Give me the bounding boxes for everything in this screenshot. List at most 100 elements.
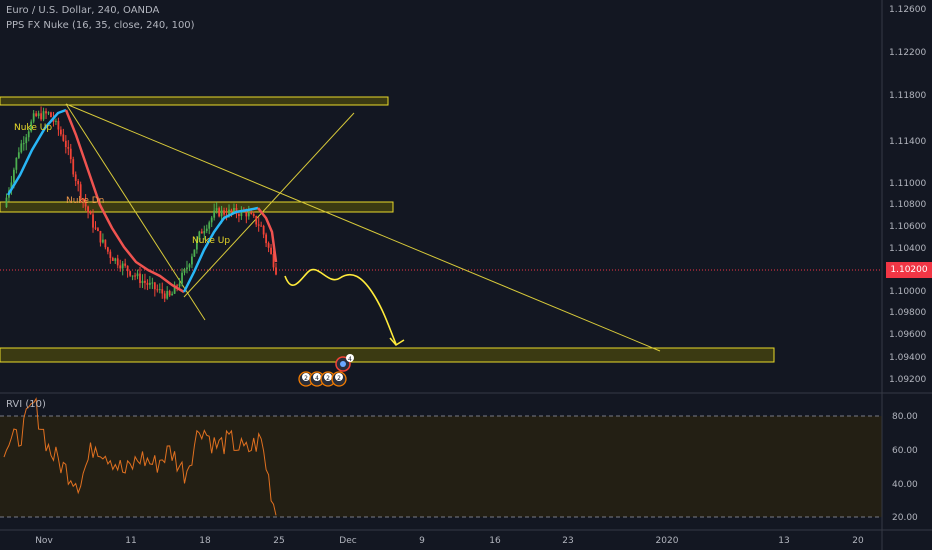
price-tick-label: 1.11000 xyxy=(889,179,926,189)
time-tick-label: 23 xyxy=(562,536,573,546)
time-tick-label: 13 xyxy=(778,536,789,546)
indicator-title[interactable]: PPS FX Nuke (16, 35, close, 240, 100) xyxy=(6,20,195,31)
trendlines[interactable] xyxy=(65,103,661,352)
price-tick-label: 1.11400 xyxy=(889,137,926,147)
price-axis[interactable]: 1.12600 1.12200 1.11800 1.11400 1.11000 1.108… xyxy=(889,5,926,385)
candle-body xyxy=(250,212,253,214)
candle-body xyxy=(92,214,94,228)
candle-body xyxy=(20,143,23,153)
nuke-up-label-2: Nuke Up xyxy=(192,236,230,246)
symbol-title[interactable]: Euro / U.S. Dollar, 240, OANDA xyxy=(6,5,160,16)
candle-body xyxy=(191,256,193,265)
rvi-line xyxy=(3,397,277,516)
event-badge-bubble xyxy=(335,373,343,381)
candle-body xyxy=(116,258,119,266)
candle-body xyxy=(275,267,277,275)
candle-body xyxy=(99,230,102,243)
candle-body xyxy=(131,275,134,277)
zone-middle[interactable] xyxy=(0,201,394,213)
price-tick-label: 1.12600 xyxy=(889,5,926,15)
candle-body xyxy=(119,265,122,269)
time-tick-label: 16 xyxy=(489,536,501,546)
candle-body xyxy=(109,251,112,258)
candle-body xyxy=(252,213,255,217)
projection-path xyxy=(284,268,397,345)
candle-body xyxy=(22,143,25,145)
candle-body xyxy=(94,227,97,229)
price-tick-label: 1.10400 xyxy=(889,244,926,254)
event-badge-count: 2 xyxy=(337,375,341,382)
candle-body xyxy=(210,217,213,223)
candle-body xyxy=(186,267,188,270)
candle-body xyxy=(64,140,67,148)
time-tick-label: Nov xyxy=(35,536,53,546)
rvi-tick-label: 40.00 xyxy=(892,480,918,490)
trendline-long-down[interactable] xyxy=(65,103,661,352)
candle-body xyxy=(136,273,139,277)
price-tick-label: 1.09800 xyxy=(889,308,926,318)
candle-body xyxy=(158,289,161,291)
candle-body xyxy=(114,258,117,261)
candle-body xyxy=(50,112,52,118)
candle-body xyxy=(40,113,42,120)
candle-body xyxy=(97,228,99,231)
projection-arrowhead xyxy=(389,337,405,347)
candle-body xyxy=(111,257,114,261)
candle-body xyxy=(139,273,141,283)
event-badge-bubble xyxy=(302,373,310,381)
candle-body xyxy=(77,180,80,185)
nuke-up-line-2 xyxy=(182,206,259,293)
zone-top[interactable] xyxy=(0,96,389,106)
candle-body xyxy=(82,198,85,201)
time-tick-label: 11 xyxy=(125,536,136,546)
candle-body xyxy=(267,243,270,248)
candle-body xyxy=(134,275,136,277)
current-price-tag: 1.10200 xyxy=(886,262,932,278)
candle-body xyxy=(156,289,159,291)
candle-body xyxy=(183,269,186,273)
candle-body xyxy=(45,111,47,114)
time-axis[interactable]: Nov 11 18 25 Dec 9 16 23 2020 13 20 xyxy=(35,536,864,546)
candle-body xyxy=(89,212,92,215)
price-tick-label: 1.10600 xyxy=(889,222,926,232)
candle-body xyxy=(12,169,15,183)
candle-body xyxy=(67,147,70,149)
candle-body xyxy=(198,231,201,240)
candle-body xyxy=(188,264,191,268)
price-tick-label: 1.09400 xyxy=(889,353,926,363)
event-badge-top[interactable]: 4 xyxy=(335,354,354,372)
candle-body xyxy=(220,210,223,217)
rvi-title[interactable]: RVI (10) xyxy=(6,399,46,410)
candle-body xyxy=(27,131,30,138)
candle-body xyxy=(42,111,45,120)
candle-body xyxy=(245,211,248,217)
rvi-axis[interactable]: 80.00 60.00 40.00 20.00 xyxy=(892,412,918,523)
time-tick-label: 18 xyxy=(199,536,211,546)
candle-body xyxy=(126,265,129,272)
candle-body xyxy=(148,282,151,285)
candle-body xyxy=(176,285,178,287)
candle-body xyxy=(173,285,176,294)
candle-body xyxy=(166,291,169,299)
candle-body xyxy=(10,182,13,191)
candle-body xyxy=(260,225,263,227)
time-tick-label: 9 xyxy=(419,536,425,546)
candle-body xyxy=(178,283,181,287)
event-badge-bubble xyxy=(313,373,321,381)
candle-body xyxy=(84,200,87,207)
time-tick-label: Dec xyxy=(339,536,356,546)
time-tick-label: 25 xyxy=(273,536,284,546)
candle-body xyxy=(47,112,50,114)
candle-body xyxy=(230,209,233,212)
price-tick-label: 1.10000 xyxy=(889,287,926,297)
candle-body xyxy=(79,184,82,199)
candle-body xyxy=(272,253,275,268)
trendline-rise[interactable] xyxy=(183,112,355,298)
zone-bottom[interactable] xyxy=(0,347,775,363)
candle-body xyxy=(144,280,146,283)
candle-body xyxy=(200,231,203,234)
candle-body xyxy=(257,224,260,226)
candle-body xyxy=(215,208,218,211)
